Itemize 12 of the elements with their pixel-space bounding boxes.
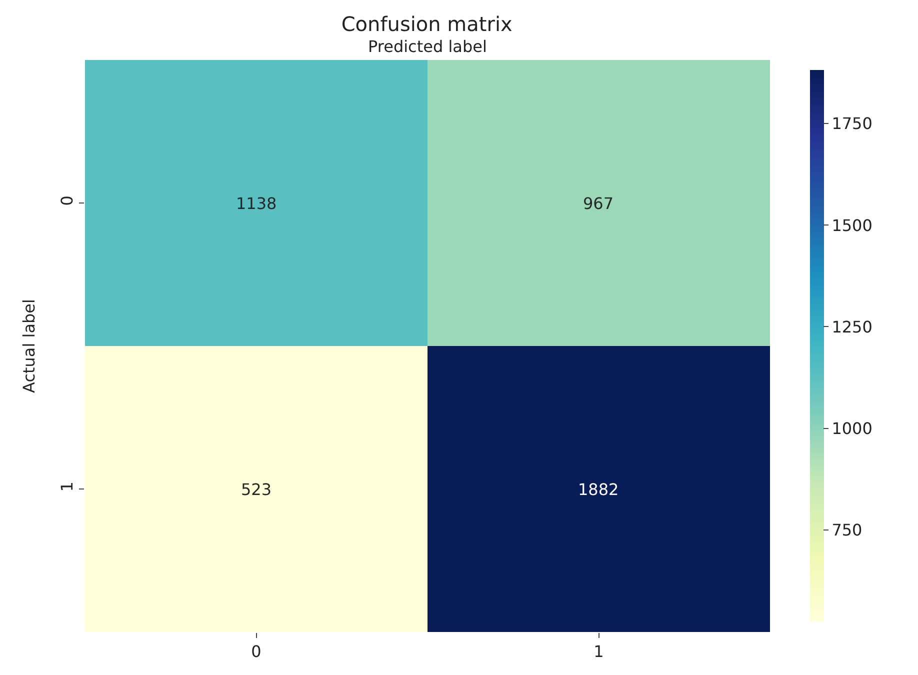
data-label: 523 [241,480,272,499]
color-bar-label: 1000 [832,418,872,438]
chart-title: Confusion matrix [341,12,513,36]
data-label: 967 [583,194,614,213]
color-bar-label: 1750 [832,114,872,134]
data-label: 1882 [578,480,619,499]
color-bar-label: 1500 [832,216,872,235]
y-axis-title: Actual label [20,299,38,393]
color-bar-label: 750 [832,520,862,540]
x-axis-title: Predicted label [368,37,487,56]
data-label: 1138 [236,194,277,213]
color-bar-label: 1250 [832,317,872,336]
